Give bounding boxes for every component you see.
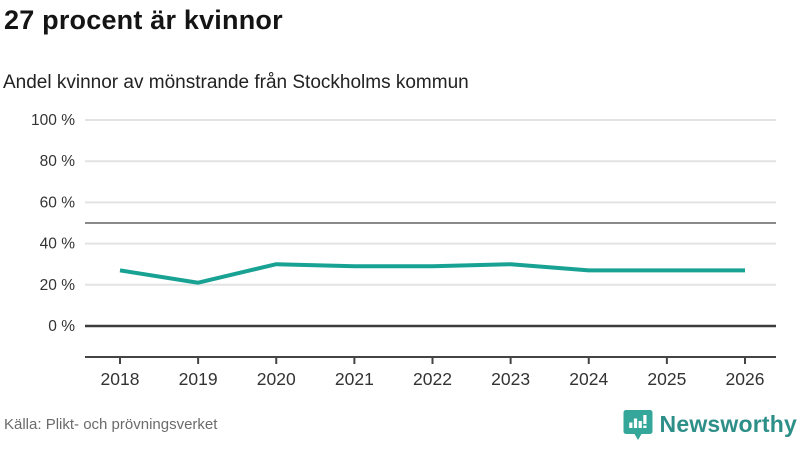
x-tick-label: 2020 — [257, 369, 296, 389]
x-tick-label: 2018 — [101, 369, 140, 389]
x-tick-label: 2022 — [413, 369, 452, 389]
data-line — [119, 262, 745, 285]
y-tick-label: 20 % — [40, 277, 76, 294]
y-tick-label: 100 % — [31, 112, 75, 129]
x-tick-label: 2023 — [491, 369, 530, 389]
x-tick-label: 2021 — [335, 369, 374, 389]
y-tick-label: 60 % — [40, 194, 76, 211]
chart-footer: Källa: Plikt- och prövningsverket Newswo… — [0, 405, 800, 450]
y-tick-label: 40 % — [40, 236, 76, 253]
x-tick-label: 2024 — [569, 369, 608, 389]
source-attribution: Källa: Plikt- och prövningsverket — [4, 416, 218, 433]
line-chart: 0 % 20 % 40 % 60 % 80 % 100 % 2018 2019 2020 2021… — [31, 112, 776, 389]
x-tick-label: 2025 — [647, 369, 686, 389]
y-tick-label: 80 % — [40, 153, 76, 170]
bar-chart-speech-bubble-icon — [623, 409, 653, 440]
x-tick-label: 2019 — [179, 369, 218, 389]
newsworthy-wordmark: Newsworthy — [659, 411, 797, 437]
page-title: 27 procent är kvinnor — [4, 5, 283, 35]
y-tick-label: 0 % — [48, 318, 75, 335]
newsworthy-logo: Newsworthy — [623, 409, 797, 441]
chart-subtitle: Andel kvinnor av mönstrande från Stockho… — [3, 72, 469, 93]
x-tick-label: 2026 — [726, 369, 765, 389]
